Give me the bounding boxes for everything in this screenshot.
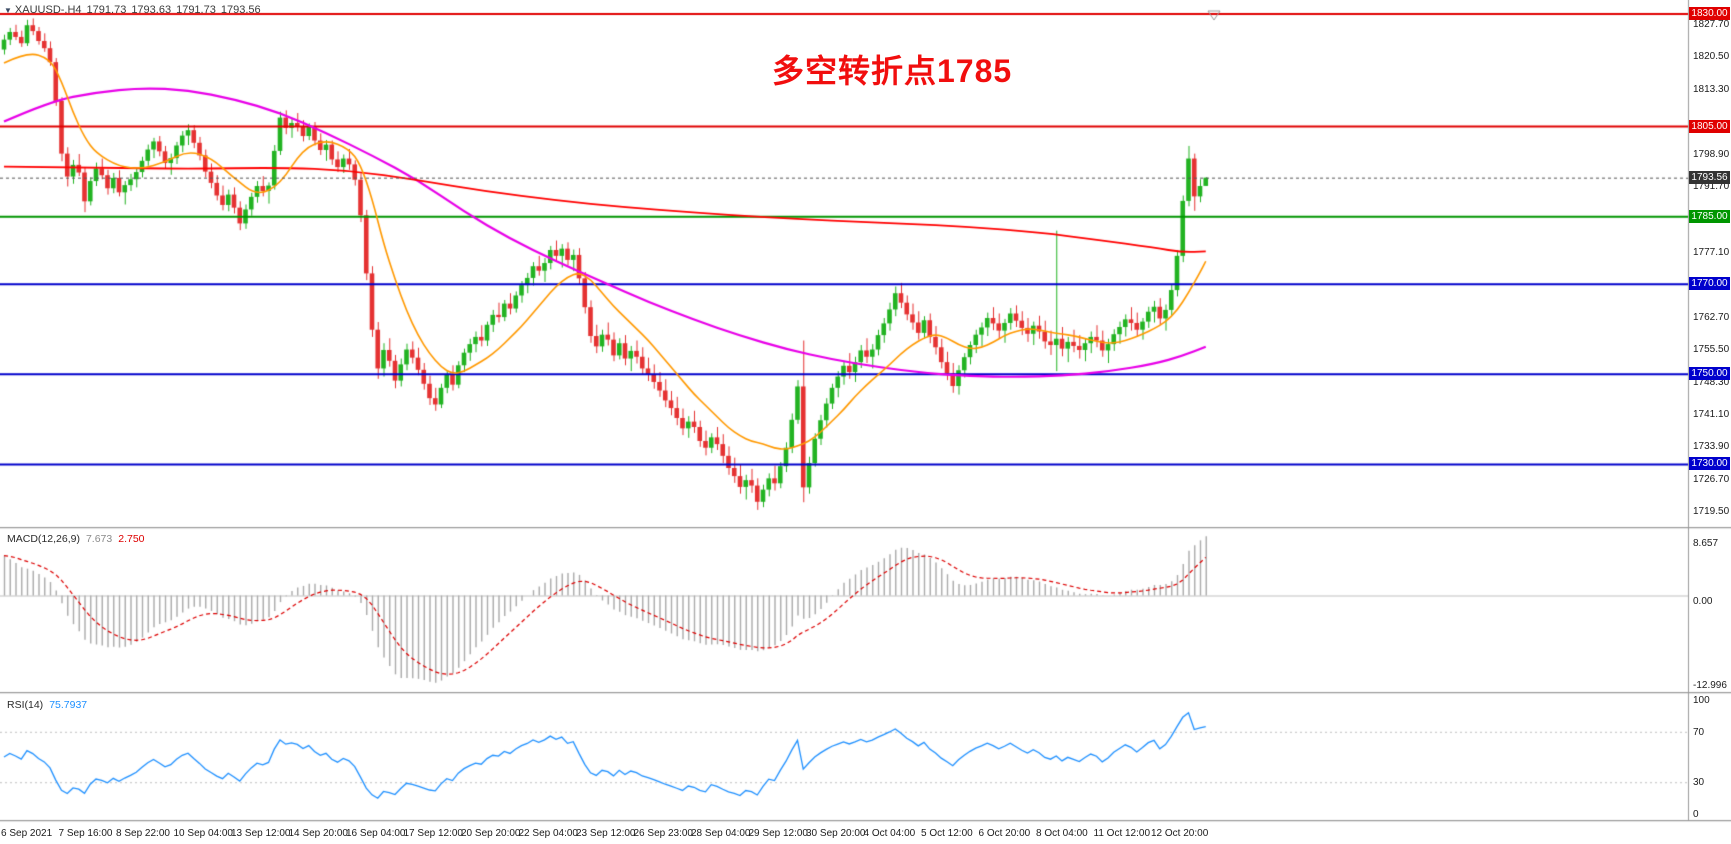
x-axis-label: 28 Sep 04:00: [691, 828, 751, 839]
macd-value-main: 7.673: [85, 533, 113, 545]
symbol-period-label: XAUUSD-.H4: [14, 4, 82, 16]
y-axis-tick: 1813.30: [1693, 83, 1730, 95]
x-axis-label: 8 Oct 04:00: [1036, 828, 1088, 839]
price-chip-1830.00: 1830.00: [1689, 7, 1730, 20]
y-axis-tick: 1755.50: [1693, 344, 1730, 356]
x-axis-label: 26 Sep 23:00: [633, 828, 694, 839]
price-chip-1805.00: 1805.00: [1689, 119, 1730, 133]
x-axis-label: 12 Oct 20:00: [1151, 828, 1209, 839]
price-chip-1750.00: 1750.00: [1689, 367, 1730, 381]
y-axis-tick: 1748.30: [1693, 376, 1730, 388]
ohlc-close: 1793.56: [220, 4, 261, 16]
x-axis-label: 8 Sep 22:00: [116, 828, 170, 839]
time-axis[interactable]: 6 Sep 2021 7 Sep 16:00 8 Sep 22:00 10 Sep 0…: [0, 822, 1688, 844]
macd-indicator-label: MACD(12,26,9) 7.673 2.750: [7, 533, 151, 545]
rsi-axis-label: 0: [1693, 809, 1699, 820]
price-axis[interactable]: 1827.70 1820.50 1813.30 1798.90 1791.70 1777.…: [1689, 0, 1731, 822]
price-chip-1793.56: 1793.56: [1689, 171, 1730, 185]
y-axis-tick: 1827.70: [1693, 18, 1730, 30]
y-axis-tick: 1733.90: [1693, 441, 1730, 453]
x-axis-label: 22 Sep 04:00: [518, 828, 579, 839]
x-axis-label: 23 Sep 12:00: [576, 828, 636, 839]
rsi-axis-label: 70: [1693, 726, 1705, 738]
annotation-text[interactable]: 多空转折点1785: [772, 53, 1013, 89]
macd-value-signal: 2.750: [118, 533, 145, 545]
y-axis-tick: 1791.70: [1693, 181, 1730, 193]
ohlc-header: ▼ XAUUSD-.H4 1791.73 1793.63 1791.73 1793.56: [4, 4, 266, 16]
y-axis-tick: 1741.10: [1693, 408, 1730, 420]
x-axis-label: 14 Sep 20:00: [288, 828, 349, 839]
x-axis-label: 5 Oct 12:00: [921, 828, 973, 839]
x-axis-label: 20 Sep 20:00: [461, 828, 521, 839]
x-axis-label: 30 Sep 20:00: [806, 828, 866, 839]
x-axis-label: 10 Sep 04:00: [173, 828, 234, 839]
macd-axis-label: 0.00: [1693, 595, 1713, 607]
rsi-name: RSI(14): [7, 699, 44, 711]
y-axis-tick: 1762.70: [1693, 311, 1730, 323]
y-axis-tick: 1777.10: [1693, 246, 1730, 258]
rsi-axis-label: 30: [1693, 777, 1705, 789]
ohlc-high: 1793.63: [131, 4, 172, 16]
price-chip-1730.00: 1730.00: [1689, 457, 1730, 471]
rsi-indicator-label: RSI(14) 75.7937: [7, 699, 93, 711]
x-axis-label: 16 Sep 04:00: [346, 828, 406, 839]
macd-axis-label: -12.996: [1693, 680, 1727, 691]
x-axis-label: 17 Sep 12:00: [403, 828, 464, 839]
rsi-value: 75.7937: [49, 699, 88, 711]
macd-name: MACD(12,26,9): [7, 533, 80, 545]
one-click-trading-arrow-icon[interactable]: ▼: [4, 6, 12, 15]
x-axis-label: 6 Sep 2021: [1, 828, 53, 839]
x-axis-label: 13 Sep 12:00: [231, 828, 291, 839]
x-axis-label: 6 Oct 20:00: [978, 828, 1031, 839]
rsi-axis-label: 100: [1693, 695, 1710, 706]
price-chip-1770.00: 1770.00: [1689, 277, 1730, 291]
y-axis-tick: 1798.90: [1693, 148, 1730, 160]
y-axis-tick: 1719.50: [1693, 506, 1730, 518]
x-axis-label: 7 Sep 16:00: [58, 828, 113, 839]
macd-axis-label: 8.657: [1693, 537, 1719, 549]
ohlc-low: 1791.73: [176, 4, 216, 16]
y-axis-tick: 1820.50: [1693, 51, 1730, 63]
x-axis-label: 4 Oct 04:00: [863, 828, 916, 839]
price-chip-1785.00: 1785.00: [1689, 209, 1730, 223]
ohlc-open: 1791.73: [86, 4, 127, 16]
x-axis-label: 11 Oct 12:00: [1093, 828, 1151, 839]
x-axis-label: 29 Sep 12:00: [748, 828, 809, 839]
y-axis-tick: 1726.70: [1693, 473, 1730, 485]
